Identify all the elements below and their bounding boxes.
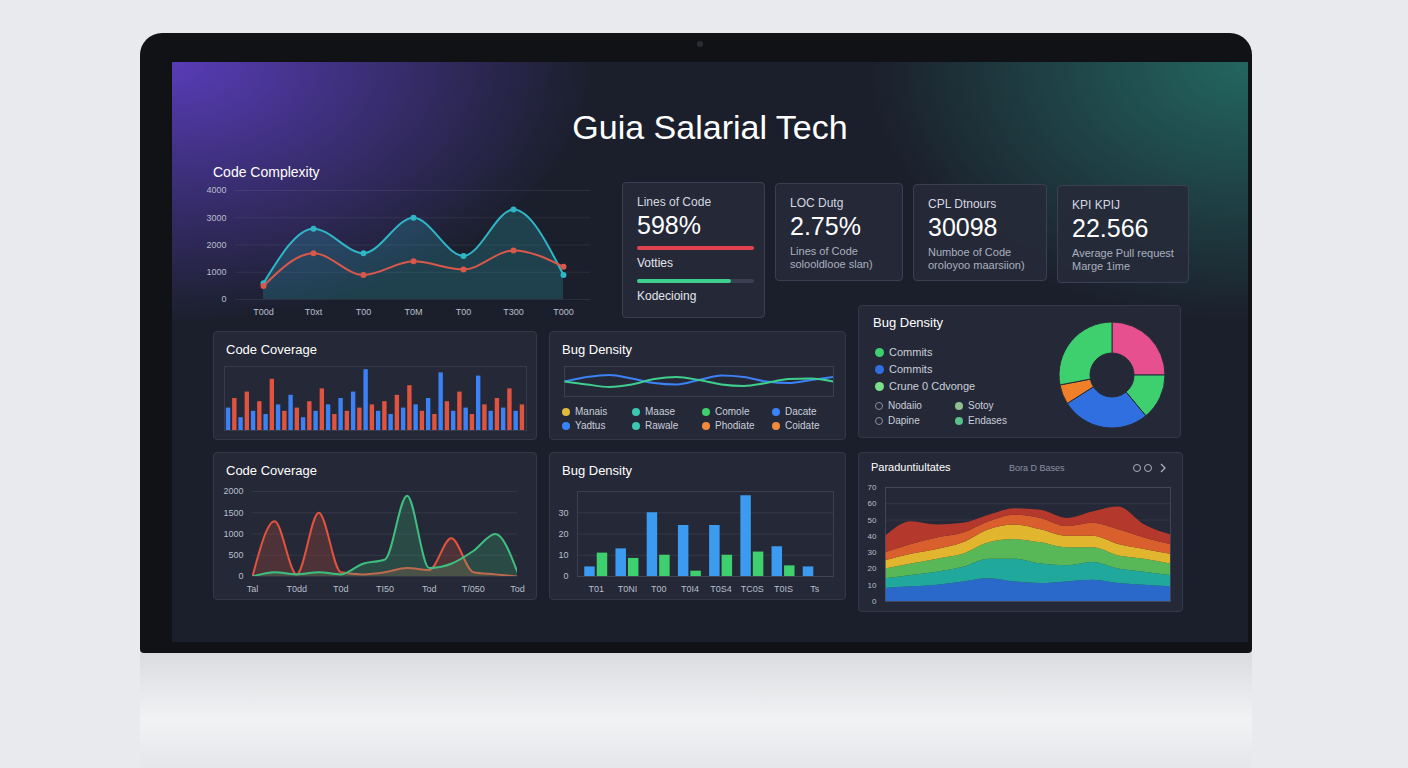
svg-text:Tal: Tal xyxy=(247,584,259,594)
html-text:2.75%: 2.75% xyxy=(790,212,861,240)
svg-text:500: 500 xyxy=(228,550,243,560)
html-text:KPI KPIJ: KPI KPIJ xyxy=(1072,198,1120,212)
svg-text:TC0S: TC0S xyxy=(741,584,764,594)
svg-text:T00: T00 xyxy=(356,307,372,317)
svg-text:10: 10 xyxy=(868,581,877,590)
html-text:Comole: Comole xyxy=(715,406,750,417)
svg-text:T0IS: T0IS xyxy=(774,584,793,594)
html-text:Maase: Maase xyxy=(645,406,675,417)
html-text:oroloyoo maarsiion): oroloyoo maarsiion) xyxy=(928,259,1025,271)
html-text:LOC Dutg: LOC Dutg xyxy=(790,196,844,210)
html-text:Numboe of Code: Numboe of Code xyxy=(928,246,1012,258)
svg-text:30: 30 xyxy=(558,508,568,518)
html-text:Lines of Code: Lines of Code xyxy=(637,195,712,209)
html-text:Endases: Endases xyxy=(968,415,1007,426)
html-text:Manais: Manais xyxy=(575,406,608,417)
html-text:22.566: 22.566 xyxy=(1072,214,1149,242)
html-text:Sotoy: Sotoy xyxy=(968,400,994,411)
svg-text:Tod: Tod xyxy=(510,584,525,594)
svg-text:50: 50 xyxy=(868,516,877,525)
html-text:Code Coverage: Code Coverage xyxy=(226,463,318,478)
html-text:Rawale: Rawale xyxy=(645,420,679,431)
html-text:Marge 1ime: Marge 1ime xyxy=(1072,260,1131,272)
html-text:Paraduntiultates: Paraduntiultates xyxy=(871,461,951,473)
html-text:Dacate: Dacate xyxy=(785,406,817,417)
svg-text:T0M: T0M xyxy=(405,307,423,317)
svg-text:T0xt: T0xt xyxy=(305,307,323,317)
svg-text:T01: T01 xyxy=(588,584,604,594)
html-text:Commits: Commits xyxy=(889,363,933,375)
html-text:Crune 0 Cdvonge: Crune 0 Cdvonge xyxy=(889,380,976,392)
svg-text:10: 10 xyxy=(558,550,568,560)
svg-text:T0dd: T0dd xyxy=(286,584,307,594)
svg-text:0: 0 xyxy=(563,571,568,581)
svg-text:T00: T00 xyxy=(456,307,472,317)
svg-text:T0I4: T0I4 xyxy=(681,584,699,594)
html-text:Coidate: Coidate xyxy=(785,420,820,431)
svg-text:T/050: T/050 xyxy=(462,584,485,594)
html-text:30098: 30098 xyxy=(928,213,998,241)
svg-text:1000: 1000 xyxy=(223,529,243,539)
html-text:Code Complexity: Code Complexity xyxy=(213,164,320,180)
svg-text:T0NI: T0NI xyxy=(618,584,638,594)
html-text:Yadtus: Yadtus xyxy=(575,420,606,431)
html-text:Lines of Code: Lines of Code xyxy=(790,245,858,257)
svg-text:Tod: Tod xyxy=(422,584,437,594)
svg-text:20: 20 xyxy=(868,564,877,573)
svg-text:2000: 2000 xyxy=(206,240,226,250)
svg-text:Ts: Ts xyxy=(810,584,820,594)
svg-text:20: 20 xyxy=(558,529,568,539)
svg-text:70: 70 xyxy=(868,483,877,492)
svg-text:TI50: TI50 xyxy=(376,584,394,594)
html-text:Guia Salarial Tech: Guia Salarial Tech xyxy=(572,108,848,146)
svg-text:2000: 2000 xyxy=(223,486,243,496)
svg-text:3000: 3000 xyxy=(206,213,226,223)
html-text:Votties: Votties xyxy=(637,256,673,270)
html-text:Dapine: Dapine xyxy=(888,415,920,426)
svg-text:1000: 1000 xyxy=(206,267,226,277)
svg-text:1500: 1500 xyxy=(223,508,243,518)
html-text:Average Pull request: Average Pull request xyxy=(1072,247,1174,259)
svg-text:0: 0 xyxy=(872,597,877,606)
svg-text:T000: T000 xyxy=(553,307,574,317)
svg-text:30: 30 xyxy=(868,548,877,557)
svg-text:T300: T300 xyxy=(503,307,524,317)
svg-text:T0d: T0d xyxy=(333,584,349,594)
html-text:CPL Dtnours: CPL Dtnours xyxy=(928,197,997,211)
svg-text:T00: T00 xyxy=(651,584,667,594)
html-text:Bug Density: Bug Density xyxy=(873,315,944,330)
svg-text:0: 0 xyxy=(238,571,243,581)
html-text:Bug Density: Bug Density xyxy=(562,463,633,478)
html-text:Code Coverage: Code Coverage xyxy=(226,342,318,357)
svg-text:4000: 4000 xyxy=(206,185,226,195)
html-text:Phodiate: Phodiate xyxy=(715,420,755,431)
svg-text:T00d: T00d xyxy=(253,307,274,317)
svg-text:40: 40 xyxy=(868,532,877,541)
html-text:Bug Density: Bug Density xyxy=(562,342,633,357)
html-text:Commits: Commits xyxy=(889,346,933,358)
html-text:Bora D Bases: Bora D Bases xyxy=(1009,463,1065,473)
html-text:598%: 598% xyxy=(637,211,701,239)
svg-text:0: 0 xyxy=(221,294,226,304)
html-text:Kodecioing: Kodecioing xyxy=(637,289,697,303)
html-text:Nodaiio: Nodaiio xyxy=(888,400,922,411)
svg-text:60: 60 xyxy=(868,499,877,508)
html-text:solooldlooe slan): solooldlooe slan) xyxy=(790,258,873,270)
svg-text:T0S4: T0S4 xyxy=(710,584,732,594)
